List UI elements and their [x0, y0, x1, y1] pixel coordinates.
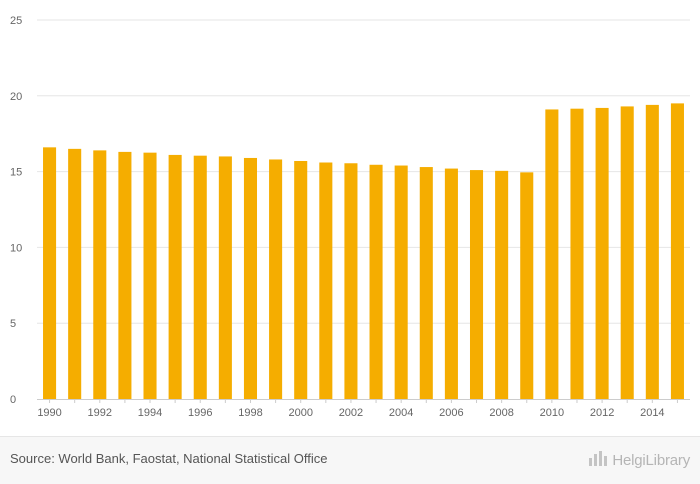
- bar-2001[interactable]: [319, 162, 333, 399]
- bar-2013[interactable]: [620, 106, 634, 400]
- bar-2007[interactable]: [469, 170, 484, 399]
- y-axis-tick-labels: 0 5 10 15 20 25: [10, 15, 22, 406]
- bar-1991[interactable]: [68, 148, 82, 399]
- bar-1992[interactable]: [93, 150, 107, 399]
- source-note: Source: World Bank, Faostat, National St…: [10, 451, 328, 466]
- bar-2011[interactable]: [570, 108, 584, 399]
- bar-2004[interactable]: [394, 165, 408, 399]
- bar-2012[interactable]: [595, 107, 609, 399]
- bar-2006[interactable]: [444, 168, 458, 399]
- x-tick-label-2014: 2014: [640, 407, 664, 419]
- bar-1994[interactable]: [143, 152, 157, 399]
- bar-1990[interactable]: [43, 147, 57, 399]
- y-tick-label-25: 25: [10, 15, 22, 27]
- bar-1999[interactable]: [269, 159, 283, 399]
- bar-1997[interactable]: [218, 156, 232, 399]
- x-tick-label-2006: 2006: [439, 407, 463, 419]
- x-tick-label-1998: 1998: [238, 407, 262, 419]
- bar-1998[interactable]: [243, 157, 258, 399]
- x-tick-label-1994: 1994: [138, 407, 162, 419]
- x-tick-label-2008: 2008: [489, 407, 513, 419]
- bar-2014[interactable]: [645, 104, 659, 400]
- y-tick-label-20: 20: [10, 91, 22, 103]
- bar-1993[interactable]: [118, 151, 132, 399]
- x-tick-label-2010: 2010: [540, 407, 564, 419]
- x-tick-label-1996: 1996: [188, 407, 212, 419]
- bar-chart: 0 5 10 15 20 25 1990 1992 1994 1996 1998 2000 2002 2…: [10, 15, 690, 419]
- x-tick-label-2002: 2002: [339, 407, 363, 419]
- helgi-library-logo-icon: [588, 449, 608, 471]
- grid-lines: [37, 19, 690, 324]
- y-tick-label-15: 15: [10, 167, 22, 179]
- x-tick-label-1990: 1990: [37, 407, 61, 419]
- bar-2009[interactable]: [520, 172, 534, 399]
- bar-1995[interactable]: [168, 154, 182, 399]
- x-tick-label-2000: 2000: [288, 407, 312, 419]
- x-tick-label-2004: 2004: [389, 407, 413, 419]
- footer-bar: [0, 436, 700, 484]
- y-tick-label-10: 10: [10, 242, 22, 254]
- x-tick-label-1992: 1992: [88, 407, 112, 419]
- bar-2015[interactable]: [670, 103, 684, 399]
- x-axis-tick-labels: 1990 1992 1994 1996 1998 2000 2002 2004 2006 2008…: [37, 399, 678, 419]
- bar-2005[interactable]: [419, 167, 433, 399]
- y-tick-label-0: 0: [10, 394, 16, 406]
- bar-2003[interactable]: [369, 164, 383, 399]
- y-tick-label-5: 5: [10, 318, 16, 330]
- x-tick-label-2012: 2012: [590, 407, 614, 419]
- bar-2002[interactable]: [344, 163, 358, 399]
- bar-1996[interactable]: [193, 155, 207, 399]
- bar-2008[interactable]: [495, 170, 509, 399]
- bar-2000[interactable]: [294, 160, 308, 399]
- bars: [43, 103, 684, 400]
- bar-2010[interactable]: [545, 109, 559, 399]
- helgi-library-logo[interactable]: HelgiLibrary: [588, 449, 690, 471]
- logo-text: HelgiLibrary: [612, 451, 690, 469]
